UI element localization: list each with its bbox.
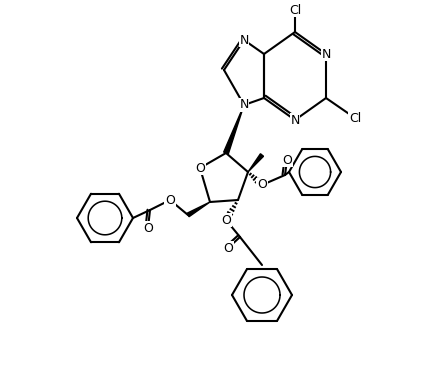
Text: O: O: [223, 241, 233, 255]
Text: O: O: [143, 221, 153, 235]
Text: N: N: [239, 34, 249, 46]
Polygon shape: [187, 202, 210, 217]
Text: O: O: [221, 214, 231, 226]
Text: O: O: [195, 161, 205, 175]
Polygon shape: [248, 154, 264, 172]
Text: O: O: [282, 154, 292, 166]
Text: Cl: Cl: [289, 3, 301, 17]
Text: N: N: [239, 99, 249, 111]
Text: O: O: [257, 178, 267, 192]
Text: N: N: [321, 48, 331, 60]
Text: Cl: Cl: [349, 111, 361, 125]
Text: N: N: [290, 113, 300, 127]
Polygon shape: [224, 105, 244, 154]
Text: O: O: [165, 194, 175, 207]
